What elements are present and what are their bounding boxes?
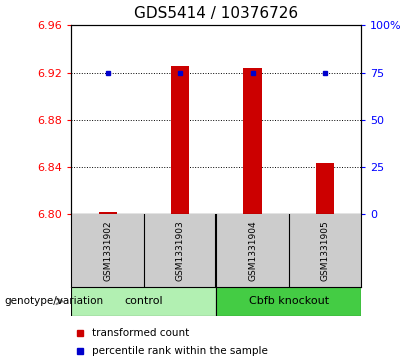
Text: GSM1331903: GSM1331903 [176, 220, 184, 281]
Bar [244, 68, 262, 214]
Bar [216, 287, 361, 316]
Bar [171, 66, 189, 214]
Text: genotype/variation: genotype/variation [4, 296, 103, 306]
Title: GDS5414 / 10376726: GDS5414 / 10376726 [134, 7, 298, 21]
Bar [99, 212, 117, 214]
Text: GSM1331902: GSM1331902 [103, 220, 112, 281]
Bar [316, 163, 334, 214]
Text: percentile rank within the sample: percentile rank within the sample [92, 346, 268, 356]
Text: control: control [125, 296, 163, 306]
Text: GSM1331905: GSM1331905 [320, 220, 329, 281]
Text: transformed count: transformed count [92, 328, 189, 338]
Text: GSM1331904: GSM1331904 [248, 220, 257, 281]
Bar [71, 287, 216, 316]
Text: Cbfb knockout: Cbfb knockout [249, 296, 329, 306]
